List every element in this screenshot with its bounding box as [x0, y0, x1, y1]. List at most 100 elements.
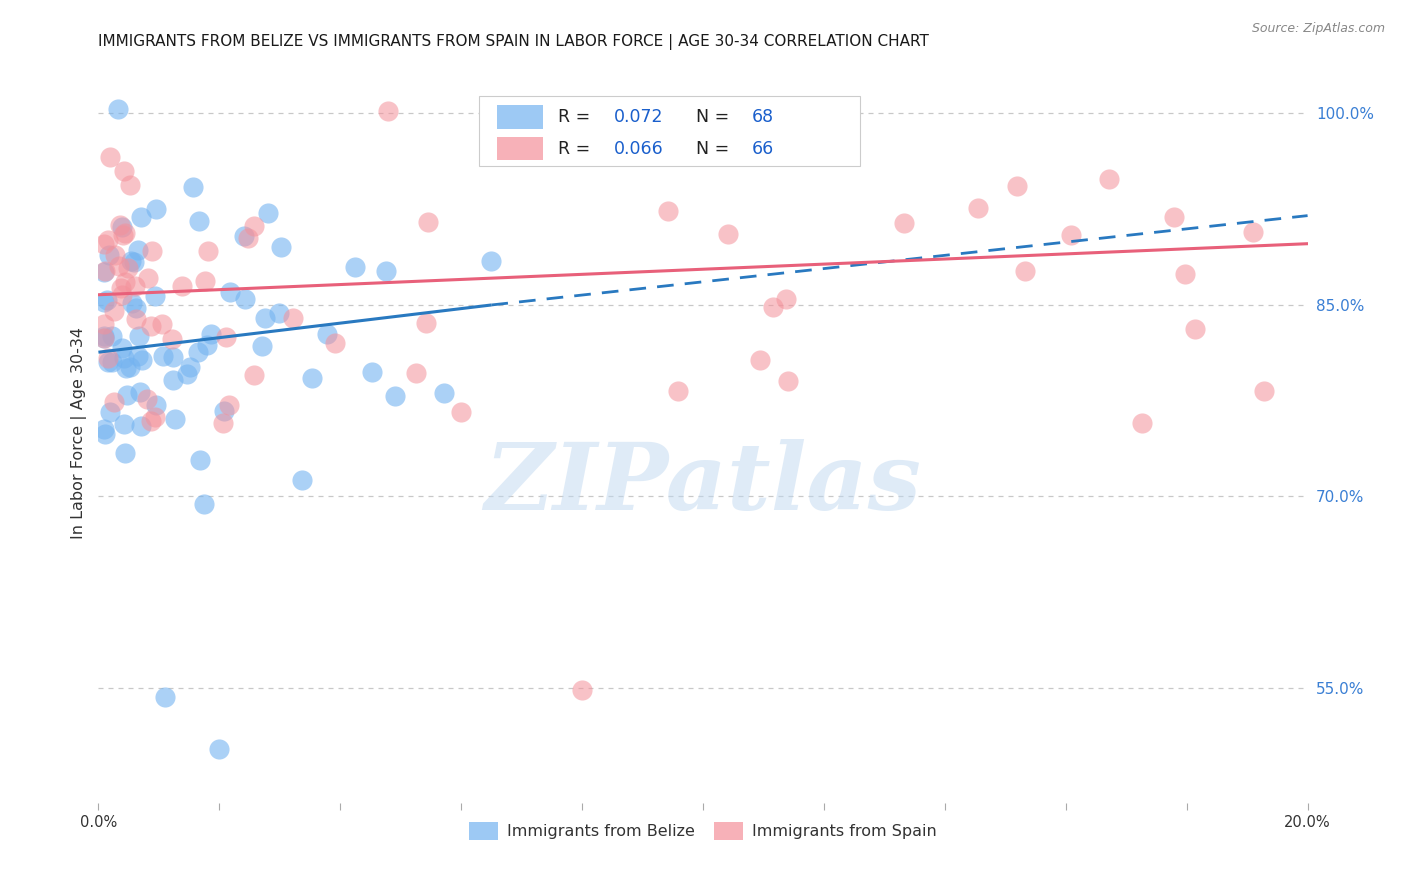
Point — [571, 683, 593, 698]
Point — [1098, 172, 1121, 186]
Point — [1253, 384, 1275, 398]
Point — [124, 279, 146, 293]
Point — [114, 276, 136, 290]
Point — [1163, 210, 1185, 224]
Point — [103, 304, 125, 318]
Point — [218, 398, 240, 412]
Point — [114, 446, 136, 460]
Text: IMMIGRANTS FROM BELIZE VS IMMIGRANTS FROM SPAIN IN LABOR FORCE | AGE 30-34 CORRE: IMMIGRANTS FROM BELIZE VS IMMIGRANTS FRO… — [98, 34, 929, 50]
Point — [1130, 416, 1153, 430]
Point — [238, 231, 260, 245]
FancyBboxPatch shape — [498, 105, 543, 128]
Text: 0.066: 0.066 — [613, 139, 664, 158]
Point — [165, 412, 187, 426]
Point — [124, 301, 146, 315]
Point — [748, 353, 770, 368]
Point — [127, 349, 149, 363]
Point — [93, 422, 115, 436]
Point — [108, 218, 131, 232]
Point — [1005, 178, 1028, 193]
Point — [162, 351, 184, 365]
Point — [108, 259, 131, 273]
Point — [112, 417, 135, 432]
Point — [188, 214, 211, 228]
Point — [110, 281, 132, 295]
Point — [197, 244, 219, 259]
Point — [131, 353, 153, 368]
Point — [110, 341, 132, 355]
Point — [94, 264, 117, 278]
Point — [232, 229, 254, 244]
Y-axis label: In Labor Force | Age 30-34: In Labor Force | Age 30-34 — [72, 326, 87, 539]
Point — [384, 389, 406, 403]
Point — [893, 216, 915, 230]
Point — [96, 293, 118, 307]
Point — [281, 310, 304, 325]
Point — [129, 419, 152, 434]
Point — [93, 294, 115, 309]
Point — [179, 360, 201, 375]
Point — [1060, 227, 1083, 242]
Point — [450, 405, 472, 419]
Point — [122, 254, 145, 268]
Point — [93, 329, 115, 343]
Point — [717, 227, 740, 241]
Point — [176, 367, 198, 381]
Point — [212, 404, 235, 418]
Point — [187, 344, 209, 359]
Point — [219, 285, 242, 299]
Point — [139, 319, 162, 334]
Point — [101, 355, 124, 369]
Text: R =: R = — [558, 108, 596, 126]
Point — [112, 164, 135, 178]
Point — [778, 374, 800, 388]
Point — [117, 261, 139, 276]
Point — [215, 329, 238, 343]
Point — [152, 349, 174, 363]
Text: Source: ZipAtlas.com: Source: ZipAtlas.com — [1251, 22, 1385, 36]
Point — [967, 201, 990, 215]
Point — [762, 300, 785, 314]
Text: ZIPatlas: ZIPatlas — [485, 440, 921, 530]
Point — [181, 180, 204, 194]
Point — [657, 203, 679, 218]
Point — [195, 338, 218, 352]
Point — [112, 351, 135, 365]
Point — [94, 426, 117, 441]
Point — [343, 260, 366, 275]
Point — [301, 370, 323, 384]
Point — [1184, 322, 1206, 336]
Point — [98, 150, 121, 164]
Point — [93, 331, 115, 345]
Point — [128, 385, 150, 400]
Point — [194, 274, 217, 288]
Point — [145, 398, 167, 412]
Text: 66: 66 — [751, 139, 773, 158]
Point — [107, 102, 129, 116]
Point — [114, 226, 136, 240]
Point — [93, 331, 115, 345]
Point — [162, 373, 184, 387]
Point — [118, 360, 141, 375]
Point — [127, 243, 149, 257]
Point — [212, 416, 235, 430]
Point — [100, 405, 122, 419]
Point — [97, 233, 120, 247]
Point — [433, 386, 456, 401]
Point — [128, 329, 150, 343]
Point — [233, 293, 256, 307]
Point — [145, 202, 167, 216]
Point — [93, 317, 115, 331]
Point — [103, 395, 125, 409]
Point — [120, 254, 142, 268]
Point — [143, 409, 166, 424]
Point — [418, 215, 440, 229]
Point — [316, 327, 339, 342]
Point — [375, 264, 398, 278]
Point — [291, 473, 314, 487]
Point — [153, 690, 176, 704]
Point — [98, 248, 121, 262]
Text: 68: 68 — [751, 108, 773, 126]
Point — [112, 228, 135, 243]
Point — [93, 265, 115, 279]
